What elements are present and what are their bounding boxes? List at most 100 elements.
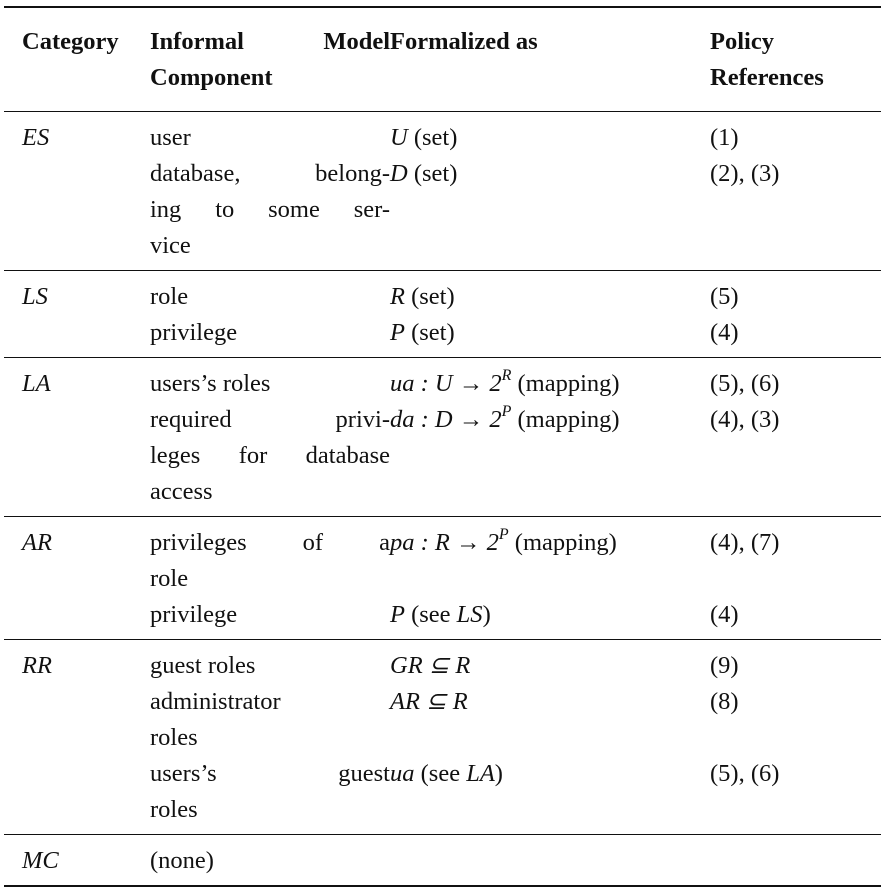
policy-ref-cell: (9) (8) (5), (6) — [710, 640, 881, 835]
policy-ref-gap — [710, 228, 881, 264]
component-cell: user database, belong-ing to some ser-vic… — [150, 112, 390, 271]
formalized-entry: da : D → 2P (mapping) — [390, 402, 710, 438]
policy-ref: (5), (6) — [710, 370, 780, 397]
formalized-text: (mapping) — [508, 529, 617, 556]
formalized-ref-italic: LA — [466, 760, 495, 787]
component-line: role — [150, 565, 189, 592]
component-line: users’s roles — [150, 370, 271, 397]
formalized-gap — [390, 720, 710, 756]
formalized-math: P — [390, 601, 405, 628]
header-component-line1: Informal Model — [150, 28, 390, 55]
policy-ref-gap — [710, 438, 881, 474]
formalized-superscript: P — [498, 525, 509, 543]
policy-ref: (4) — [710, 319, 739, 346]
formalized-text: (set) — [404, 283, 455, 310]
formalized-text: (mapping) — [511, 370, 620, 397]
formalized-entry: ua : U → 2R (mapping) — [390, 366, 710, 402]
policy-ref: (4), (7) — [710, 529, 780, 556]
formalized-math: ua : U → 2 — [390, 370, 502, 397]
formalized-math: P — [390, 319, 405, 346]
policy-ref-cell: (4), (7) (4) — [710, 517, 881, 640]
formalized-text: (set) — [404, 319, 455, 346]
policy-ref: (5), (6) — [710, 760, 780, 787]
formalized-cell: pa : R → 2P (mapping) P (see LS) — [390, 517, 710, 640]
formalized-gap — [390, 228, 710, 264]
formalized-ref-italic: LS — [456, 601, 483, 628]
policy-ref: (1) — [710, 124, 739, 151]
formalized-entry: ua (see LA) — [390, 756, 710, 792]
formalized-entry: D (set) — [390, 156, 710, 192]
header-category: Category — [22, 28, 119, 55]
component-line: role — [150, 283, 189, 310]
policy-ref-gap — [710, 792, 881, 828]
policy-ref-gap — [710, 843, 881, 879]
formalized-cell: U (set) D (set) — [390, 112, 710, 271]
formalized-text-end: ) — [494, 760, 503, 787]
formalized-entry: P (see LS) — [390, 597, 710, 633]
formalized-gap — [390, 474, 710, 510]
component-line: database, belong- — [150, 160, 390, 187]
component-cell: guest roles administrator roles users’s gue… — [150, 640, 390, 835]
formalized-gap — [390, 843, 710, 879]
component-cell: users’s roles required privi-leges for da… — [150, 358, 390, 517]
formalized-text: (set) — [407, 160, 458, 187]
formalized-entry: R (set) — [390, 279, 710, 315]
formalized-cell — [390, 835, 710, 887]
header-policy: Policy References — [710, 7, 881, 112]
policy-table: Category Informal Model Component Formal… — [4, 6, 881, 887]
table-row: LS role privilege R (set) P (set) (5) (4) — [4, 271, 881, 358]
category-cell: ES — [22, 124, 50, 151]
component-line: guest roles — [150, 652, 256, 679]
formalized-text: (set) — [407, 124, 458, 151]
formalized-math: da : D → 2 — [390, 406, 502, 433]
formalized-text: (see — [404, 601, 457, 628]
component-line: (none) — [150, 847, 214, 874]
component-line: roles — [150, 796, 198, 823]
formalized-superscript: P — [501, 402, 512, 420]
category-cell: LS — [22, 283, 48, 310]
formalized-math: pa : R → 2 — [390, 529, 499, 556]
component-line: access — [150, 478, 213, 505]
formalized-math: U — [390, 124, 408, 151]
formalized-text-end: ) — [482, 601, 491, 628]
header-formalized: Formalized as — [390, 28, 538, 55]
formalized-math: ua — [390, 760, 415, 787]
table-body: ES user database, belong-ing to some ser-v… — [4, 112, 881, 887]
policy-ref: (2), (3) — [710, 160, 780, 187]
policy-ref: (9) — [710, 652, 739, 679]
component-line: vice — [150, 232, 191, 259]
component-line: privileges of a — [150, 529, 390, 556]
component-cell: (none) — [150, 835, 390, 887]
category-cell: LA — [22, 370, 51, 397]
formalized-cell: R (set) P (set) — [390, 271, 710, 358]
component-line: leges for database — [150, 442, 390, 469]
table-row: LA users’s roles required privi-leges for … — [4, 358, 881, 517]
component-line: privilege — [150, 319, 238, 346]
header-row: Category Informal Model Component Formal… — [4, 7, 881, 112]
component-line: privilege — [150, 601, 238, 628]
formalized-superscript: R — [501, 366, 512, 384]
policy-ref-gap — [710, 192, 881, 228]
component-line: users’s guest — [150, 760, 390, 787]
policy-ref: (4) — [710, 601, 739, 628]
header-component-line2: Component — [150, 64, 273, 91]
formalized-entry: GR ⊆ R — [390, 648, 710, 684]
header-policy-line1: Policy — [710, 28, 774, 55]
component-cell: role privilege — [150, 271, 390, 358]
formalized-math: R — [390, 283, 405, 310]
component-line: roles — [150, 724, 198, 751]
component-line: administrator — [150, 688, 281, 715]
formalized-entry: AR ⊆ R — [390, 684, 710, 720]
header-component: Informal Model Component — [150, 7, 390, 112]
policy-ref: (5) — [710, 283, 739, 310]
component-line: ing to some ser- — [150, 196, 390, 223]
formalized-cell: ua : U → 2R (mapping) da : D → 2P (mappin… — [390, 358, 710, 517]
formalized-math: D — [390, 160, 408, 187]
table-row: ES user database, belong-ing to some ser-v… — [4, 112, 881, 271]
table-row: MC (none) — [4, 835, 881, 887]
table-row: RR guest roles administrator roles users’s g… — [4, 640, 881, 835]
header-policy-line2: References — [710, 64, 824, 91]
component-line: user — [150, 124, 191, 151]
formalized-cell: GR ⊆ R AR ⊆ R ua (see LA) — [390, 640, 710, 835]
